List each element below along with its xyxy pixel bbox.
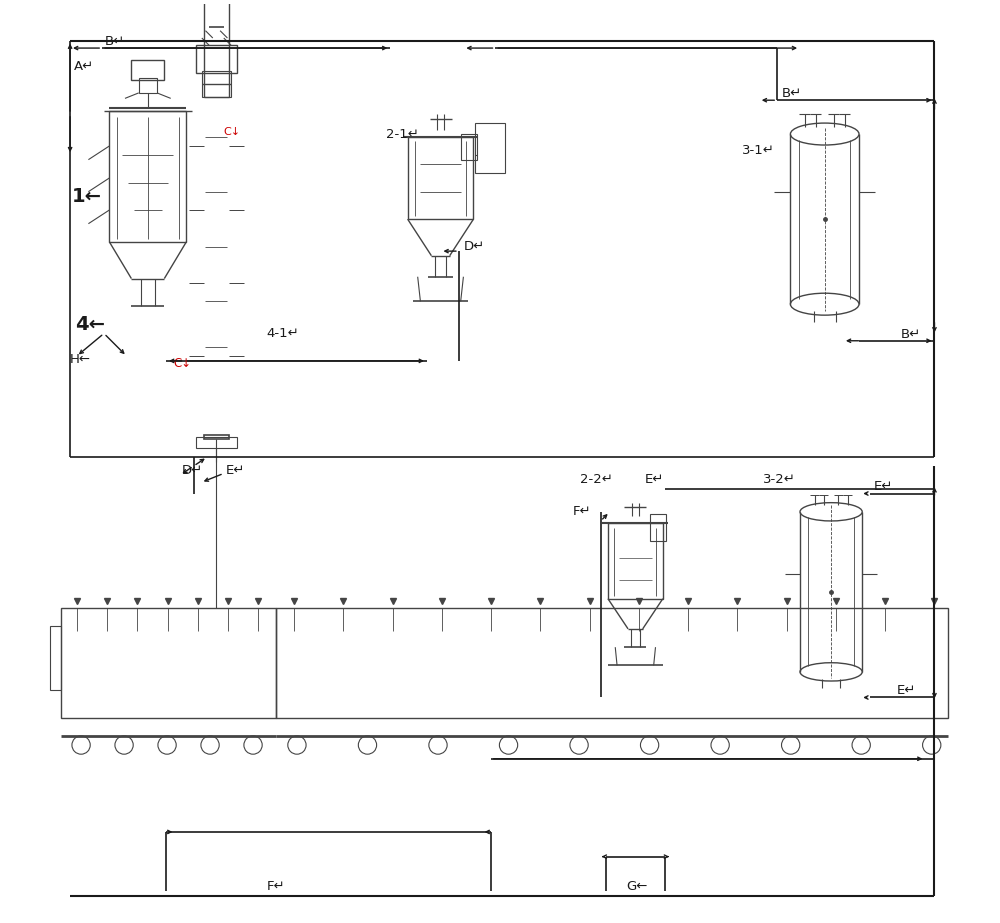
Bar <box>61 608 276 717</box>
Bar <box>109 111 186 242</box>
Bar <box>202 71 231 97</box>
Bar <box>608 522 663 599</box>
Bar <box>204 435 229 438</box>
Text: E↵: E↵ <box>645 473 664 486</box>
Bar <box>50 626 61 690</box>
Text: 1←: 1← <box>72 186 102 206</box>
Text: B↵: B↵ <box>901 328 921 341</box>
Bar <box>196 437 237 448</box>
Bar <box>650 513 666 541</box>
Text: E↵: E↵ <box>874 480 893 493</box>
Text: B↵: B↵ <box>782 87 802 101</box>
Text: F↵: F↵ <box>573 505 591 519</box>
Bar <box>139 78 157 93</box>
Bar <box>475 123 505 174</box>
Bar <box>204 0 229 97</box>
Text: D↵: D↵ <box>463 240 485 253</box>
Text: C↓: C↓ <box>224 127 241 138</box>
Text: 4←: 4← <box>75 315 105 334</box>
Text: E↵: E↵ <box>226 464 245 477</box>
Text: F↵: F↵ <box>267 881 285 893</box>
Bar <box>461 134 477 160</box>
Text: A↵: A↵ <box>74 60 94 73</box>
Text: 3-2↵: 3-2↵ <box>763 473 795 486</box>
Text: 4-1↵: 4-1↵ <box>267 327 300 340</box>
Text: H←: H← <box>70 353 91 366</box>
Text: B↵: B↵ <box>105 35 125 48</box>
Bar <box>131 60 164 80</box>
Text: G←: G← <box>626 881 648 893</box>
Bar <box>196 45 237 73</box>
Text: 2-1↵: 2-1↵ <box>386 127 419 140</box>
Bar <box>276 608 948 717</box>
Bar <box>408 137 473 219</box>
Text: D↵: D↵ <box>182 464 203 477</box>
Text: 3-1↵: 3-1↵ <box>742 144 775 157</box>
Text: E↵: E↵ <box>897 684 916 697</box>
Text: C↓: C↓ <box>173 357 192 370</box>
Text: 2-2↵: 2-2↵ <box>580 473 613 486</box>
